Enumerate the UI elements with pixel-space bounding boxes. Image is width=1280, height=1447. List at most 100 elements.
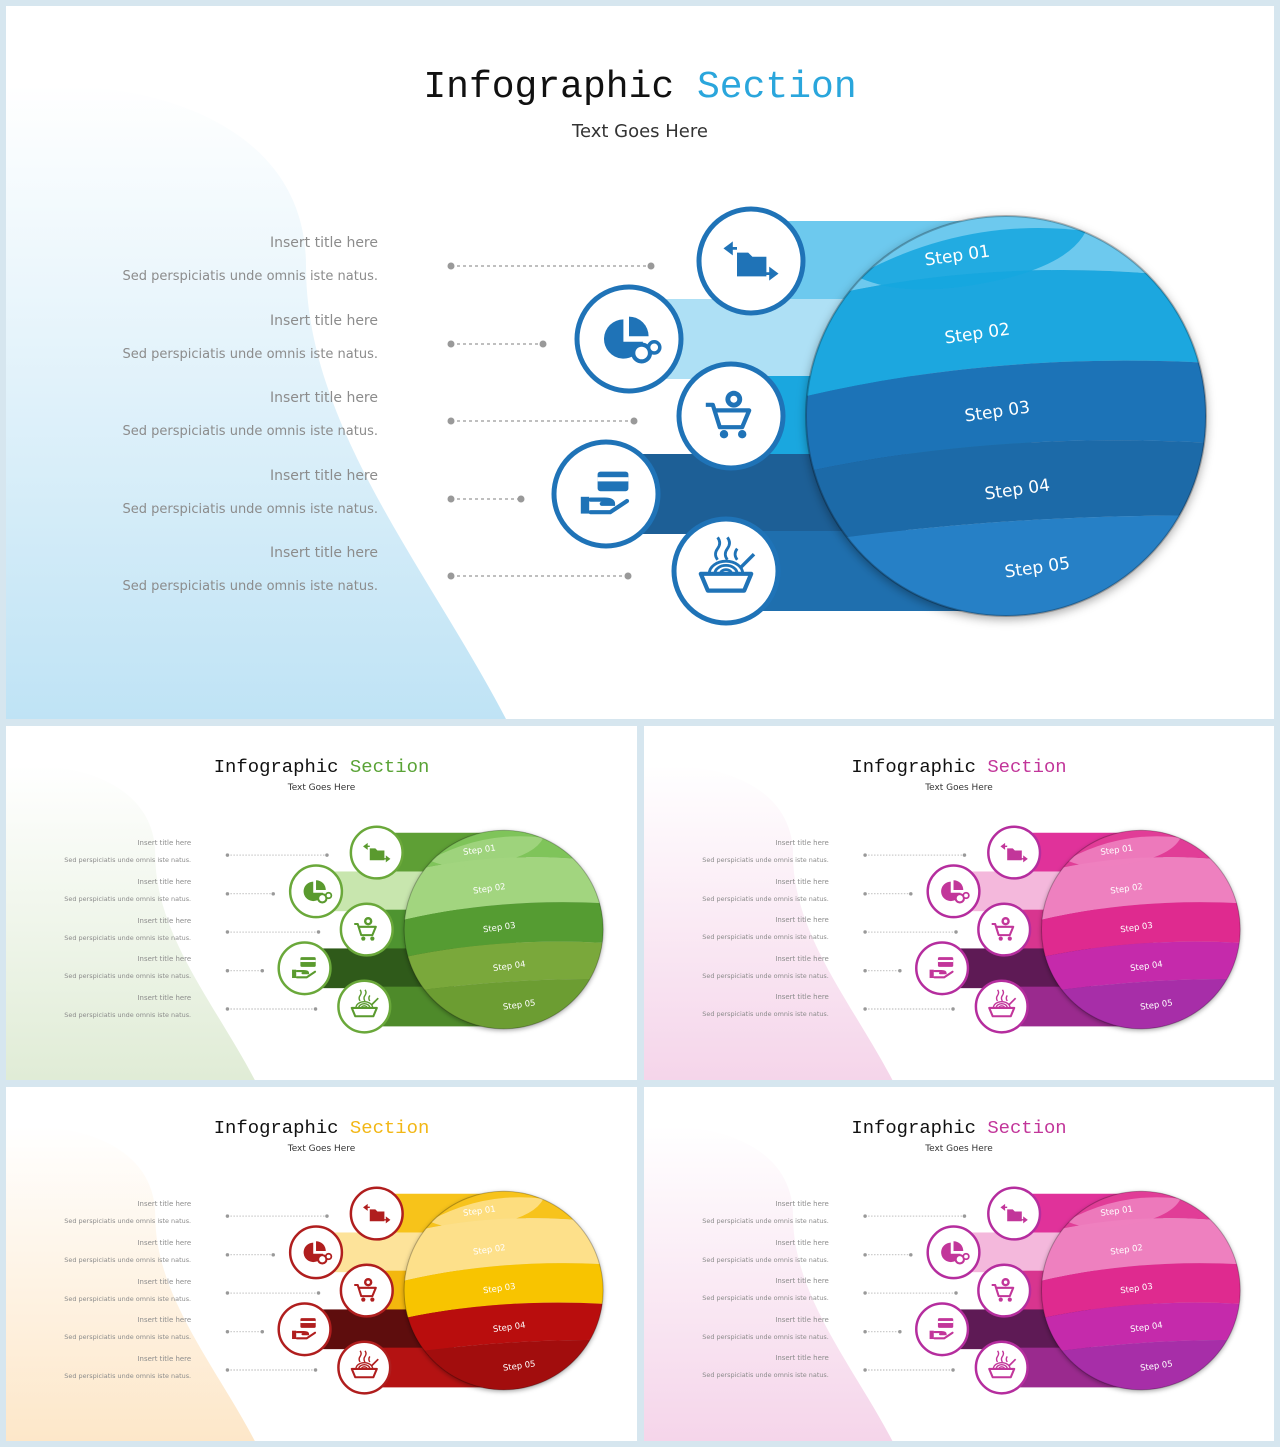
step-label-4: Step 04 xyxy=(1130,959,1164,973)
slide-title: Infographic Section xyxy=(6,1117,637,1139)
list-item-1: Insert title here Sed perspiciatis unde o… xyxy=(702,835,829,869)
pie-chart-gear-icon xyxy=(303,1241,333,1265)
step-icon-circle-5 xyxy=(974,1340,1029,1395)
cart-gear-icon xyxy=(354,1278,377,1302)
item-title: Insert title here xyxy=(137,1316,192,1325)
item-description: Sed perspiciatis unde omnis iste natus. xyxy=(702,933,829,942)
slide-subtitle: Text Goes Here xyxy=(287,1144,356,1155)
step-icon-circle-1 xyxy=(696,206,806,316)
title-main: Infographic xyxy=(213,1116,339,1139)
item-title: Insert title here xyxy=(270,390,378,406)
slide-1: Step 01 Step 02 Step 03 Step 04 Step 05 Infog… xyxy=(6,6,1274,719)
card-hand-icon xyxy=(292,1318,317,1340)
step-label-5: Step 05 xyxy=(1139,997,1173,1011)
step-label-1: Step 01 xyxy=(462,1203,496,1217)
list-item-4: Insert title here Sed perspiciatis unde o… xyxy=(702,951,829,985)
list-item-1: Insert title here Sed perspiciatis unde o… xyxy=(64,1196,191,1230)
connector-3 xyxy=(863,930,958,934)
step-label-5: Step 05 xyxy=(502,997,536,1011)
step-icon-circle-2 xyxy=(926,1225,981,1280)
item-title: Insert title here xyxy=(137,878,192,887)
card-hand-icon xyxy=(929,1318,954,1340)
step-label-4: Step 04 xyxy=(492,959,526,973)
sphere xyxy=(403,829,604,1030)
item-title: Insert title here xyxy=(137,916,192,925)
card-hand-icon xyxy=(292,957,317,979)
title-accent: Section xyxy=(987,755,1067,778)
item-description: Sed perspiciatis unde omnis iste natus. xyxy=(702,1010,829,1019)
title-accent: Section xyxy=(349,755,430,778)
item-title: Insert title here xyxy=(137,1200,192,1209)
item-description: Sed perspiciatis unde omnis iste natus. xyxy=(64,933,192,942)
step-label-2: Step 02 xyxy=(1110,881,1144,895)
list-item-5: Insert title here Sed perspiciatis unde o… xyxy=(64,1351,191,1385)
step-label-2: Step 02 xyxy=(472,1242,506,1256)
title-main: Infographic xyxy=(423,66,675,109)
noodle-bowl-icon xyxy=(988,1350,1017,1379)
item-title: Insert title here xyxy=(137,993,192,1002)
item-title: Insert title here xyxy=(270,468,378,484)
slide-title: Infographic Section xyxy=(6,66,1274,109)
step-icon-circle-2 xyxy=(574,284,684,394)
sphere xyxy=(1040,1190,1241,1391)
step-icon-circle-4 xyxy=(277,941,332,996)
item-title: Insert title here xyxy=(137,1277,192,1286)
item-title: Insert title here xyxy=(775,1239,829,1248)
connector-3 xyxy=(447,417,638,425)
step-icon-circle-1 xyxy=(987,825,1042,880)
list-item-2: Insert title here Sed perspiciatis unde o… xyxy=(64,874,191,908)
item-description: Sed perspiciatis unde omnis iste natus. xyxy=(702,1371,829,1380)
connector-2 xyxy=(863,892,913,896)
connector-2 xyxy=(225,1253,275,1257)
item-description: Sed perspiciatis unde omnis iste natus. xyxy=(702,856,829,865)
item-title: Insert title here xyxy=(137,955,192,964)
item-title: Insert title here xyxy=(775,839,829,848)
item-title: Insert title here xyxy=(775,955,829,964)
item-title: Insert title here xyxy=(775,916,829,925)
connector-3 xyxy=(225,930,321,934)
step-label-5: Step 05 xyxy=(1139,1358,1173,1372)
item-description: Sed perspiciatis unde omnis iste natus. xyxy=(64,1333,192,1342)
noodle-bowl-icon xyxy=(350,1350,379,1379)
item-title: Insert title here xyxy=(270,545,378,561)
list-item-4: Insert title here Sed perspiciatis unde o… xyxy=(702,1312,829,1346)
background-blob xyxy=(6,1126,255,1441)
connector-1 xyxy=(447,262,655,270)
item-title: Insert title here xyxy=(137,1239,192,1248)
title-accent: Section xyxy=(697,66,857,109)
item-description: Sed perspiciatis unde omnis iste natus. xyxy=(122,502,379,517)
connector-2 xyxy=(225,892,275,896)
background-blob xyxy=(644,1126,893,1441)
connector-5 xyxy=(863,1368,955,1372)
item-description: Sed perspiciatis unde omnis iste natus. xyxy=(64,1217,192,1226)
step-icon-circle-3 xyxy=(339,1263,394,1318)
connector-5 xyxy=(225,1368,318,1372)
sphere xyxy=(805,215,1207,617)
connector-3 xyxy=(225,1291,321,1295)
folder-transfer-icon xyxy=(1000,842,1028,863)
connector-4 xyxy=(863,969,902,973)
item-description: Sed perspiciatis unde omnis iste natus. xyxy=(64,1010,192,1019)
step-icon-circle-4 xyxy=(551,439,661,549)
list-item-3: Insert title here Sed perspiciatis unde o… xyxy=(702,912,829,946)
list-item-4: Insert title here Sed perspiciatis unde o… xyxy=(64,1312,191,1346)
step-label-4: Step 04 xyxy=(1130,1320,1164,1334)
step-icon-circle-3 xyxy=(676,361,786,471)
step-label-3: Step 03 xyxy=(1120,1281,1154,1295)
step-label-3: Step 03 xyxy=(1120,920,1154,934)
step-icon-circle-5 xyxy=(671,516,781,626)
step-icon-circle-4 xyxy=(277,1302,332,1357)
folder-transfer-icon xyxy=(723,241,779,281)
list-item-4: Insert title here Sed perspiciatis unde o… xyxy=(64,951,191,985)
step-icon-circle-2 xyxy=(926,864,981,919)
list-item-2: Insert title here Sed perspiciatis unde o… xyxy=(123,304,379,372)
item-title: Insert title here xyxy=(775,993,829,1002)
connector-4 xyxy=(225,1330,265,1334)
step-icon-circle-3 xyxy=(977,902,1032,957)
item-title: Insert title here xyxy=(775,1277,829,1286)
connector-3 xyxy=(863,1291,958,1295)
card-hand-icon xyxy=(580,471,630,515)
item-title: Insert title here xyxy=(270,235,378,251)
list-item-2: Insert title here Sed perspiciatis unde o… xyxy=(702,1235,829,1269)
sphere xyxy=(1040,829,1241,1030)
